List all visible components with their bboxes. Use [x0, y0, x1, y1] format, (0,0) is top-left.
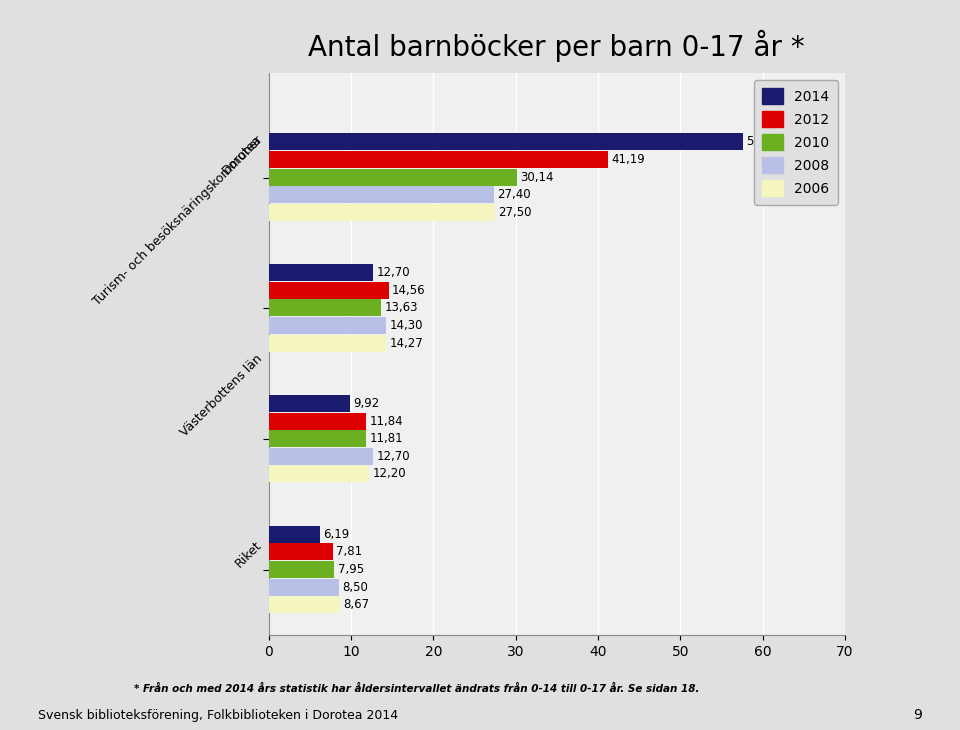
Text: 7,81: 7,81 [336, 545, 363, 558]
Bar [269, 169, 516, 185]
Bar [269, 579, 339, 596]
Text: 12,70: 12,70 [376, 450, 410, 463]
Bar [269, 264, 373, 281]
Text: 11,84: 11,84 [370, 415, 403, 428]
Bar [269, 186, 494, 204]
Text: 57,59: 57,59 [746, 136, 780, 148]
Text: 27,50: 27,50 [498, 206, 532, 219]
Bar [269, 282, 389, 299]
Text: 12,20: 12,20 [372, 467, 406, 480]
Text: Västerbottens län: Västerbottens län [178, 352, 265, 439]
Text: 7,95: 7,95 [338, 563, 364, 576]
Bar [269, 151, 608, 168]
Text: 6,19: 6,19 [323, 528, 349, 541]
Bar [269, 430, 366, 447]
Bar [269, 317, 387, 334]
Text: Riket: Riket [233, 538, 265, 569]
Text: 14,30: 14,30 [390, 319, 423, 332]
Text: 14,56: 14,56 [392, 284, 425, 297]
Bar [269, 561, 334, 578]
Text: 8,50: 8,50 [342, 580, 368, 593]
Bar [269, 447, 373, 465]
Text: * Från och med 2014 års statistik har åldersintervallet ändrats från 0-14 till 0: * Från och med 2014 års statistik har ål… [134, 684, 700, 694]
Bar [269, 204, 495, 221]
Text: 13,63: 13,63 [384, 301, 418, 315]
Legend: 2014, 2012, 2010, 2008, 2006: 2014, 2012, 2010, 2008, 2006 [755, 80, 838, 204]
Text: 8,67: 8,67 [344, 598, 370, 611]
Text: Turism- och besöksnäringskommuner: Turism- och besöksnäringskommuner [90, 134, 265, 308]
Text: Dorotea: Dorotea [220, 133, 265, 177]
Text: 9,92: 9,92 [353, 397, 380, 410]
Text: 9: 9 [913, 708, 922, 722]
Bar [269, 466, 370, 483]
Bar [269, 335, 386, 352]
Text: 12,70: 12,70 [376, 266, 410, 279]
Text: 41,19: 41,19 [611, 153, 645, 166]
Bar [269, 526, 320, 542]
Title: Antal barnböcker per barn 0-17 år *: Antal barnböcker per barn 0-17 år * [308, 30, 805, 62]
Bar [269, 134, 743, 150]
Text: 27,40: 27,40 [497, 188, 531, 201]
Text: 14,27: 14,27 [390, 337, 423, 350]
Bar [269, 299, 381, 317]
Bar [269, 596, 340, 613]
Text: Svensk biblioteksförening, Folkbiblioteken i Dorotea 2014: Svensk biblioteksförening, Folkbibliotek… [38, 709, 398, 722]
Bar [269, 543, 333, 560]
Bar [269, 412, 366, 429]
Bar [269, 395, 350, 412]
Text: 30,14: 30,14 [520, 171, 554, 184]
Text: 11,81: 11,81 [370, 432, 403, 445]
